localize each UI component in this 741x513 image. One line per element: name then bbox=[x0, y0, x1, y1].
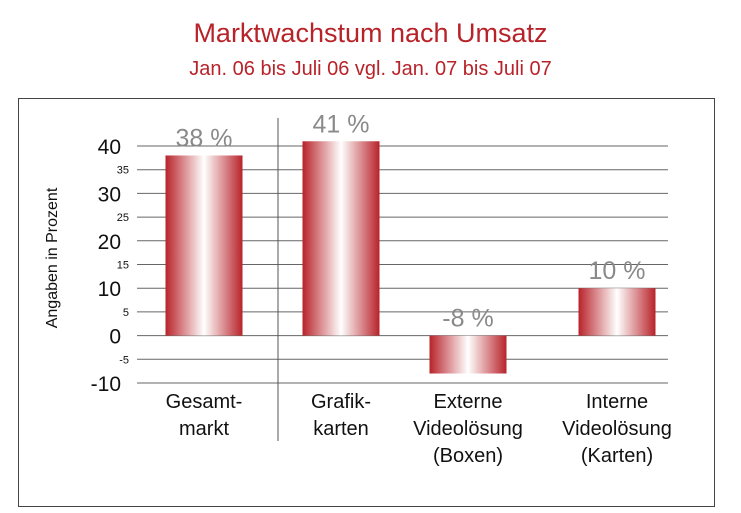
category-label: Gesamt- bbox=[166, 391, 243, 413]
y-tick-label-major: 10 bbox=[98, 278, 121, 301]
chart-title: Marktwachstum nach Umsatz bbox=[193, 18, 548, 48]
category-label: karten bbox=[313, 418, 369, 440]
data-label: 38 % bbox=[176, 124, 233, 152]
y-axis-label: Angaben in Prozent bbox=[44, 187, 61, 328]
data-label: 41 % bbox=[313, 110, 370, 138]
y-tick-label-major: 40 bbox=[98, 136, 121, 159]
y-tick-label-minor: -5 bbox=[119, 354, 129, 366]
data-labels: 38 % 41 % -8 % 10 % bbox=[176, 110, 646, 332]
y-tick-label-major: 20 bbox=[98, 231, 121, 254]
category-label: (Boxen) bbox=[433, 445, 503, 467]
y-tick-label-minor: 35 bbox=[117, 165, 129, 177]
chart-subtitle: Jan. 06 bis Juli 06 vgl. Jan. 07 bis Jul… bbox=[189, 58, 552, 80]
bar bbox=[429, 335, 507, 374]
category-label: (Karten) bbox=[581, 445, 653, 467]
bar bbox=[578, 288, 656, 336]
category-label: Videolösung bbox=[562, 418, 672, 440]
data-label: 10 % bbox=[589, 257, 646, 285]
bar bbox=[165, 155, 243, 336]
category-label: Grafik- bbox=[311, 391, 371, 413]
y-tick-label-major: 30 bbox=[98, 183, 121, 206]
y-tick-label-minor: 15 bbox=[117, 260, 129, 272]
y-axis-ticks: 40 30 20 10 0 -10 35 25 15 5 -5 bbox=[91, 136, 129, 396]
y-tick-label-minor: 5 bbox=[123, 307, 129, 319]
y-tick-label-major: 0 bbox=[109, 326, 121, 349]
y-tick-label-minor: 25 bbox=[117, 212, 129, 224]
chart-frame bbox=[18, 98, 715, 507]
y-tick-label-major: -10 bbox=[91, 373, 121, 396]
category-label: Externe bbox=[434, 391, 503, 413]
category-label: Interne bbox=[586, 391, 648, 413]
x-axis-categories: Gesamt-markt Grafik-karten Externe Videolös… bbox=[166, 391, 672, 467]
bars bbox=[165, 141, 656, 374]
bar bbox=[302, 141, 380, 336]
category-label: markt bbox=[179, 418, 229, 440]
category-label: Videolösung bbox=[413, 418, 523, 440]
data-label: -8 % bbox=[442, 305, 493, 333]
